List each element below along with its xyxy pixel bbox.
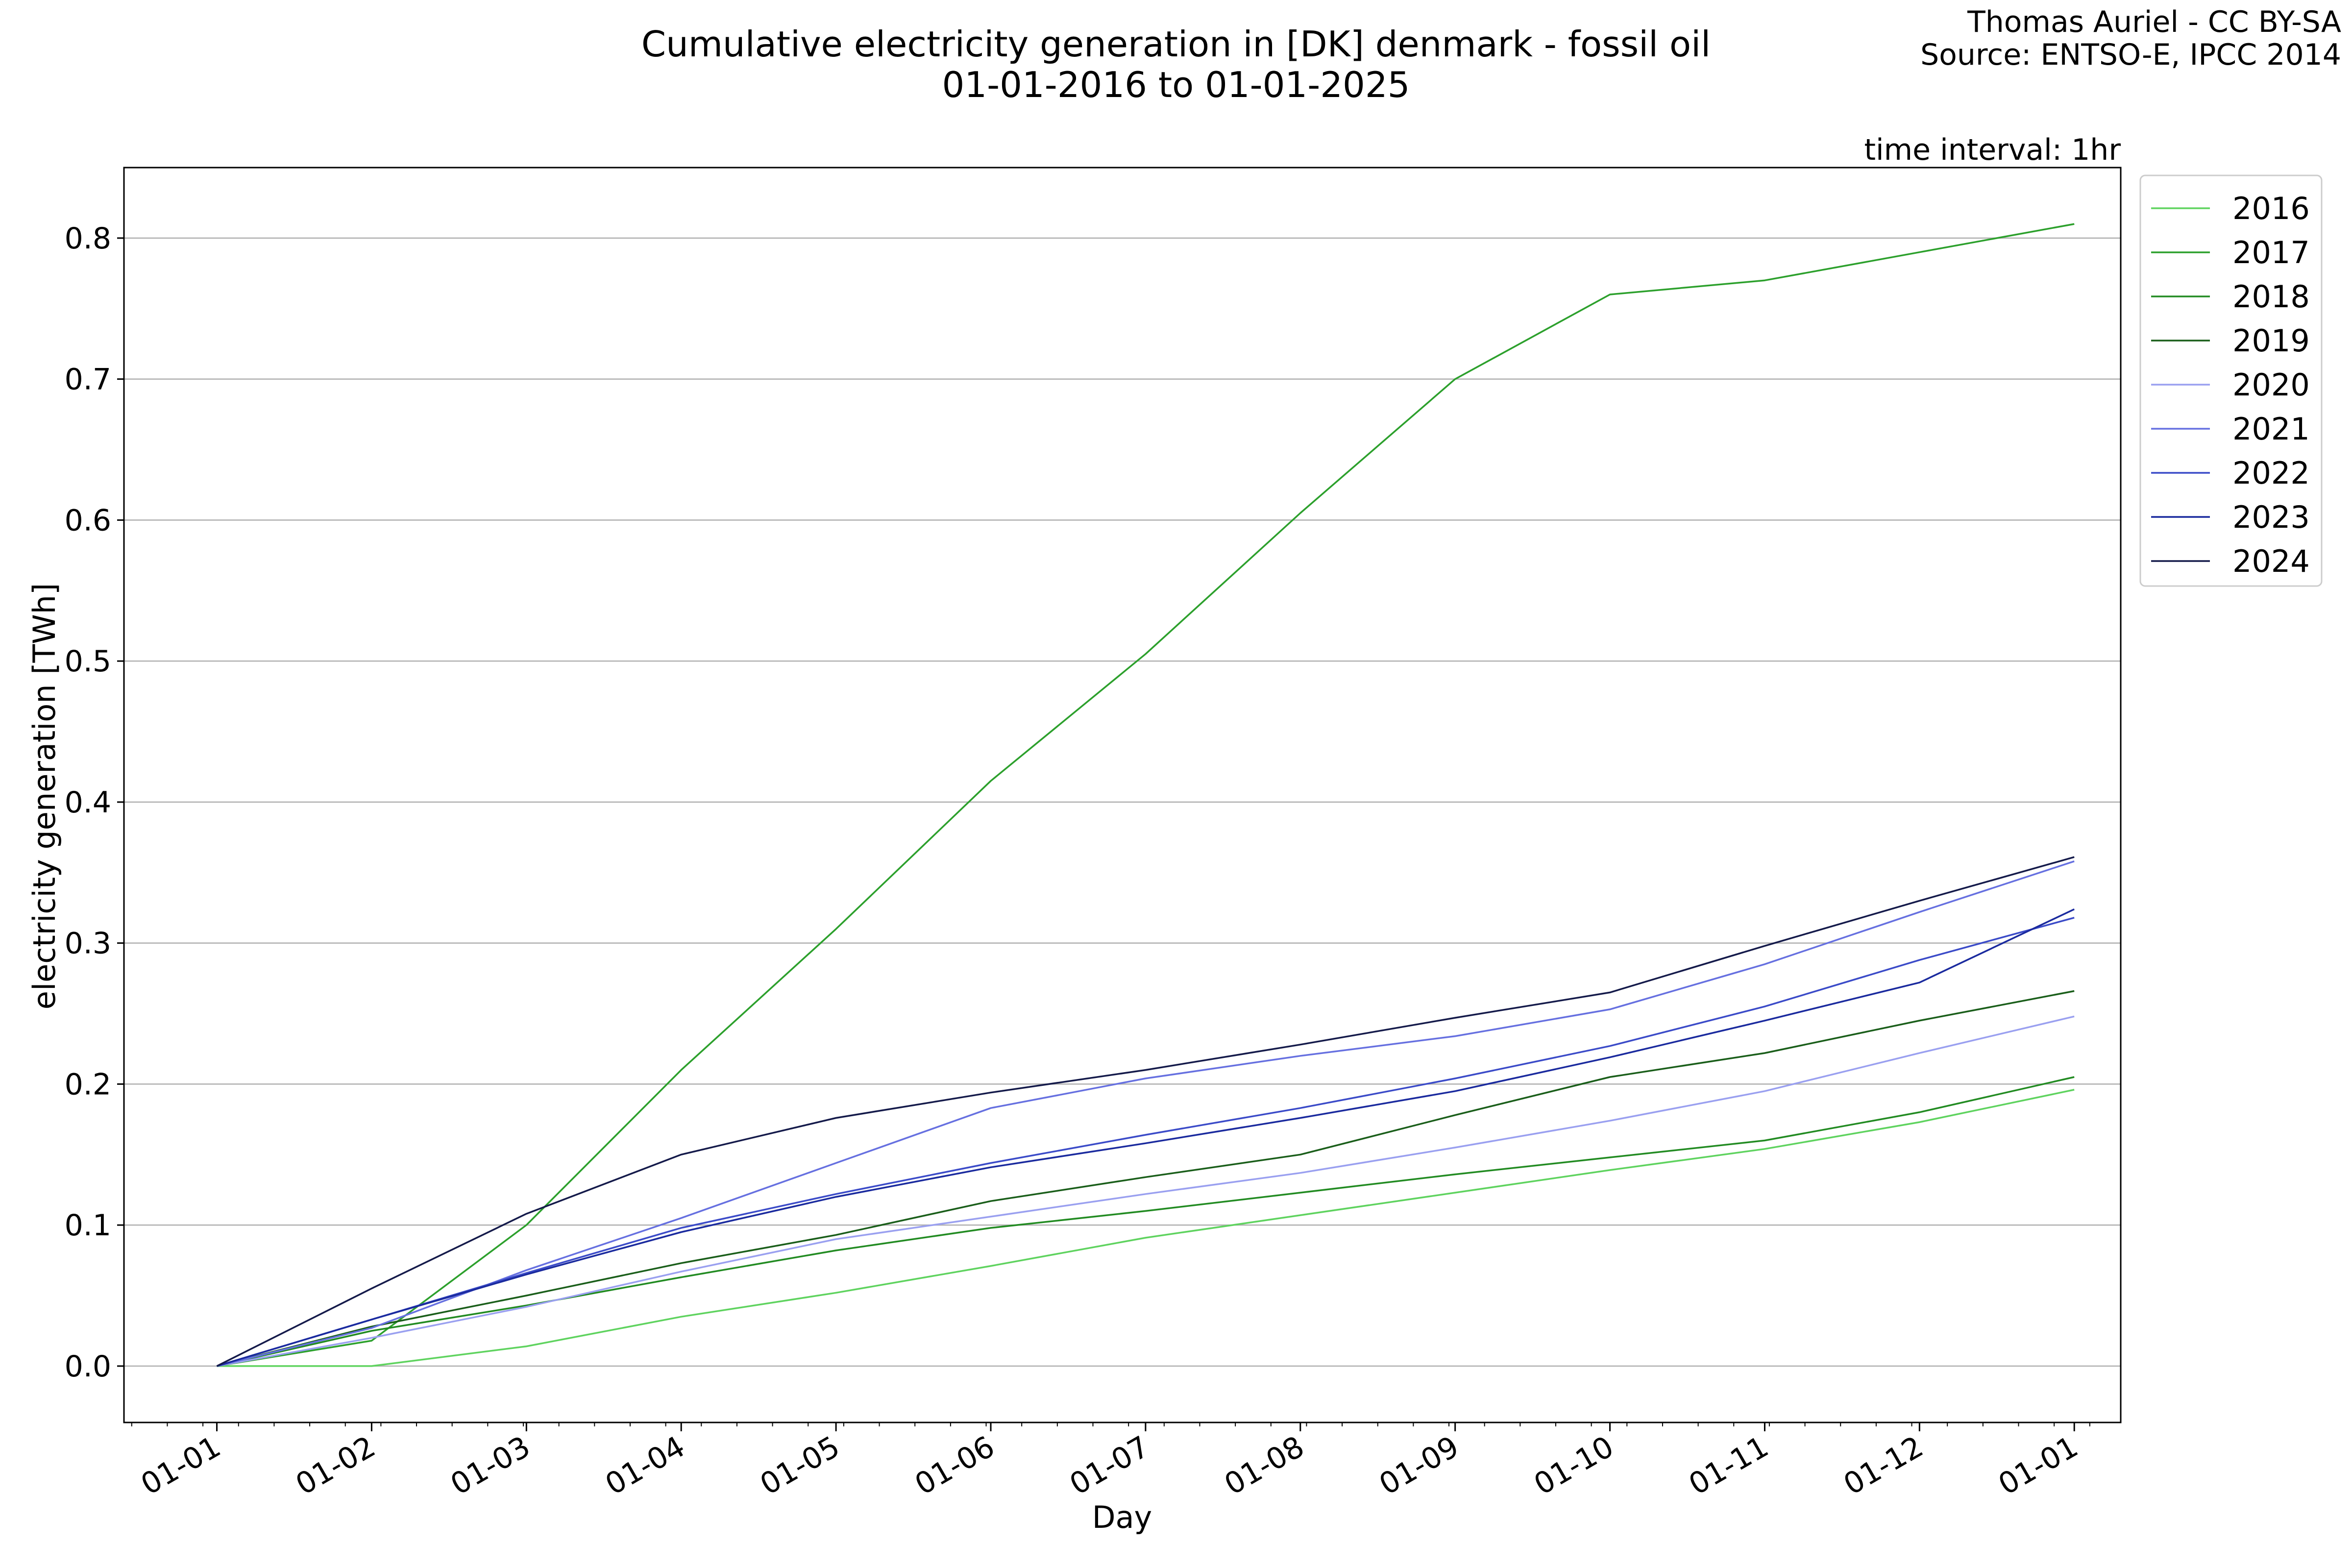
legend-label-2017: 2017 xyxy=(2232,235,2310,270)
series-line-2016 xyxy=(217,1089,2075,1367)
y-tick-label: 0.5 xyxy=(65,644,111,679)
legend-label-2018: 2018 xyxy=(2232,279,2310,315)
series-line-2018 xyxy=(217,1076,2075,1367)
legend: 2016 2017 2018 2019 2020 2021 2022 2023 2024 xyxy=(2139,174,2323,587)
y-tick-label: 0.0 xyxy=(65,1349,111,1384)
y-tick-label: 0.4 xyxy=(65,785,111,820)
y-tick-label: 0.3 xyxy=(65,927,111,961)
series-line-2017 xyxy=(217,223,2075,1367)
series-line-2021 xyxy=(217,860,2075,1367)
x-axis-label: Day xyxy=(1092,1499,1152,1535)
series-line-2019 xyxy=(217,990,2075,1367)
source-credit: Source: ENTSO-E, IPCC 2014 xyxy=(1920,38,2341,72)
legend-label-2016: 2016 xyxy=(2232,191,2310,226)
legend-label-2019: 2019 xyxy=(2232,323,2310,359)
series-lines xyxy=(216,223,2075,1367)
time-interval-note: time interval: 1hr xyxy=(1864,133,2121,167)
legend-label-2024: 2024 xyxy=(2232,543,2310,579)
plot-frame xyxy=(123,167,2122,1423)
y-axis-label: electricity generation [TWh] xyxy=(26,583,62,1009)
series-line-2024 xyxy=(216,856,2075,1367)
series-line-2022 xyxy=(216,917,2075,1367)
legend-label-2020: 2020 xyxy=(2232,367,2310,403)
y-tick-label: 0.8 xyxy=(65,221,111,256)
series-line-2023 xyxy=(216,908,2075,1367)
legend-label-2023: 2023 xyxy=(2232,499,2310,535)
series-line-2020 xyxy=(217,1015,2075,1367)
legend-box xyxy=(2139,174,2323,587)
y-tick-label: 0.6 xyxy=(65,503,111,538)
y-axis: 0.0 0.1 0.2 0.3 0.4 0.5 0.6 0.7 0.8 xyxy=(65,221,124,1384)
author-credit: Thomas Auriel - CC BY-SA xyxy=(1967,5,2341,39)
chart-title: Cumulative electricity generation in [DK… xyxy=(641,24,1711,65)
legend-label-2021: 2021 xyxy=(2232,411,2310,447)
chart-subtitle: 01-01-2016 to 01-01-2025 xyxy=(942,64,1410,105)
y-tick-label: 0.7 xyxy=(65,363,111,397)
y-tick-label: 0.1 xyxy=(65,1208,111,1243)
gridlines xyxy=(124,237,2121,1367)
legend-label-2022: 2022 xyxy=(2232,455,2310,491)
y-tick-label: 0.2 xyxy=(65,1067,111,1102)
